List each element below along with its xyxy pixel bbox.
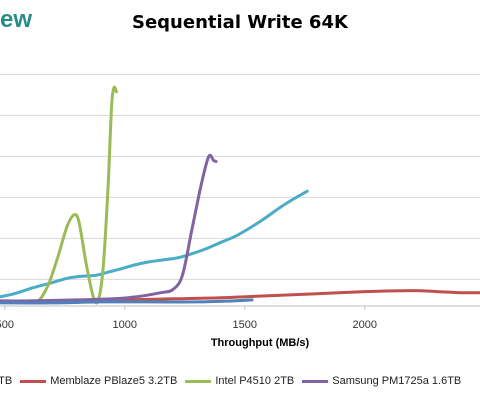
legend-swatch-2	[20, 379, 47, 383]
series-line-5	[0, 298, 254, 305]
x-tick-label-500: 500	[0, 319, 14, 331]
legend-item-2: Memblaze PBlaze5 3.2TB	[20, 375, 177, 387]
x-axis-label: Throughput (MB/s)	[210, 337, 310, 349]
legend-swatch-4	[302, 379, 329, 383]
series-line-4	[0, 153, 218, 303]
legend-label-3: Intel P4510 2TB	[215, 375, 295, 387]
watermark-logo-text: ew	[0, 6, 33, 33]
legend-label-1: 2TB	[0, 375, 13, 387]
x-tick-label-2000: 2000	[353, 319, 377, 331]
legend-swatch-3	[185, 379, 212, 383]
legend-label-2: Memblaze PBlaze5 3.2TB	[50, 375, 178, 387]
legend-item-3: Intel P4510 2TB	[185, 375, 294, 387]
legend-item-4: Samsung PM1725a 1.6TB	[302, 375, 461, 387]
chart-title: Sequential Write 64K	[132, 12, 348, 33]
series-line-3	[12, 85, 118, 305]
legend-label-4: Samsung PM1725a 1.6TB	[332, 375, 462, 387]
legend-item-1: 2TB	[0, 375, 12, 387]
legend: 2TB Memblaze PBlaze5 3.2TB Intel P4510 2TB…	[0, 373, 469, 389]
x-tick-label-1000: 1000	[113, 319, 137, 331]
x-tick-label-1500: 1500	[233, 319, 257, 331]
series-line-1	[0, 189, 309, 299]
